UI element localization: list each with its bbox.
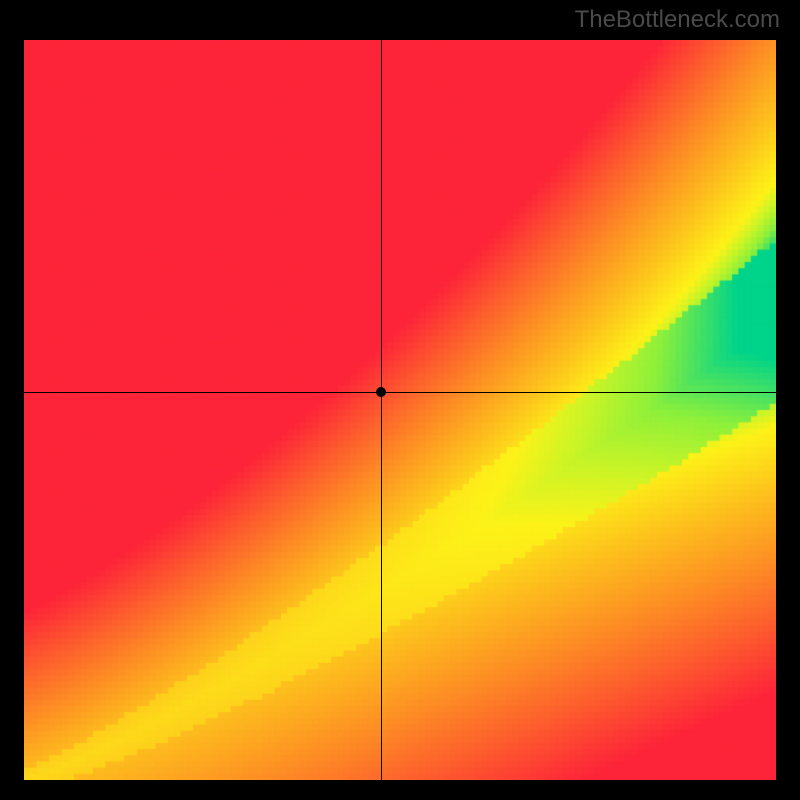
- watermark-label: TheBottleneck.com: [575, 6, 780, 34]
- crosshair-vertical: [381, 40, 382, 780]
- heatmap-canvas: [24, 40, 776, 780]
- plot-area: [24, 40, 776, 780]
- chart-container: TheBottleneck.com: [0, 0, 800, 800]
- crosshair-marker: [376, 387, 386, 397]
- crosshair-horizontal: [24, 392, 776, 393]
